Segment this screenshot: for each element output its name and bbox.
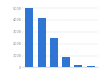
- Bar: [50, 38, 58, 67]
- Bar: [25, 8, 33, 67]
- Bar: [62, 57, 70, 67]
- Bar: [38, 18, 46, 67]
- Bar: [87, 66, 95, 67]
- Bar: [74, 65, 82, 67]
